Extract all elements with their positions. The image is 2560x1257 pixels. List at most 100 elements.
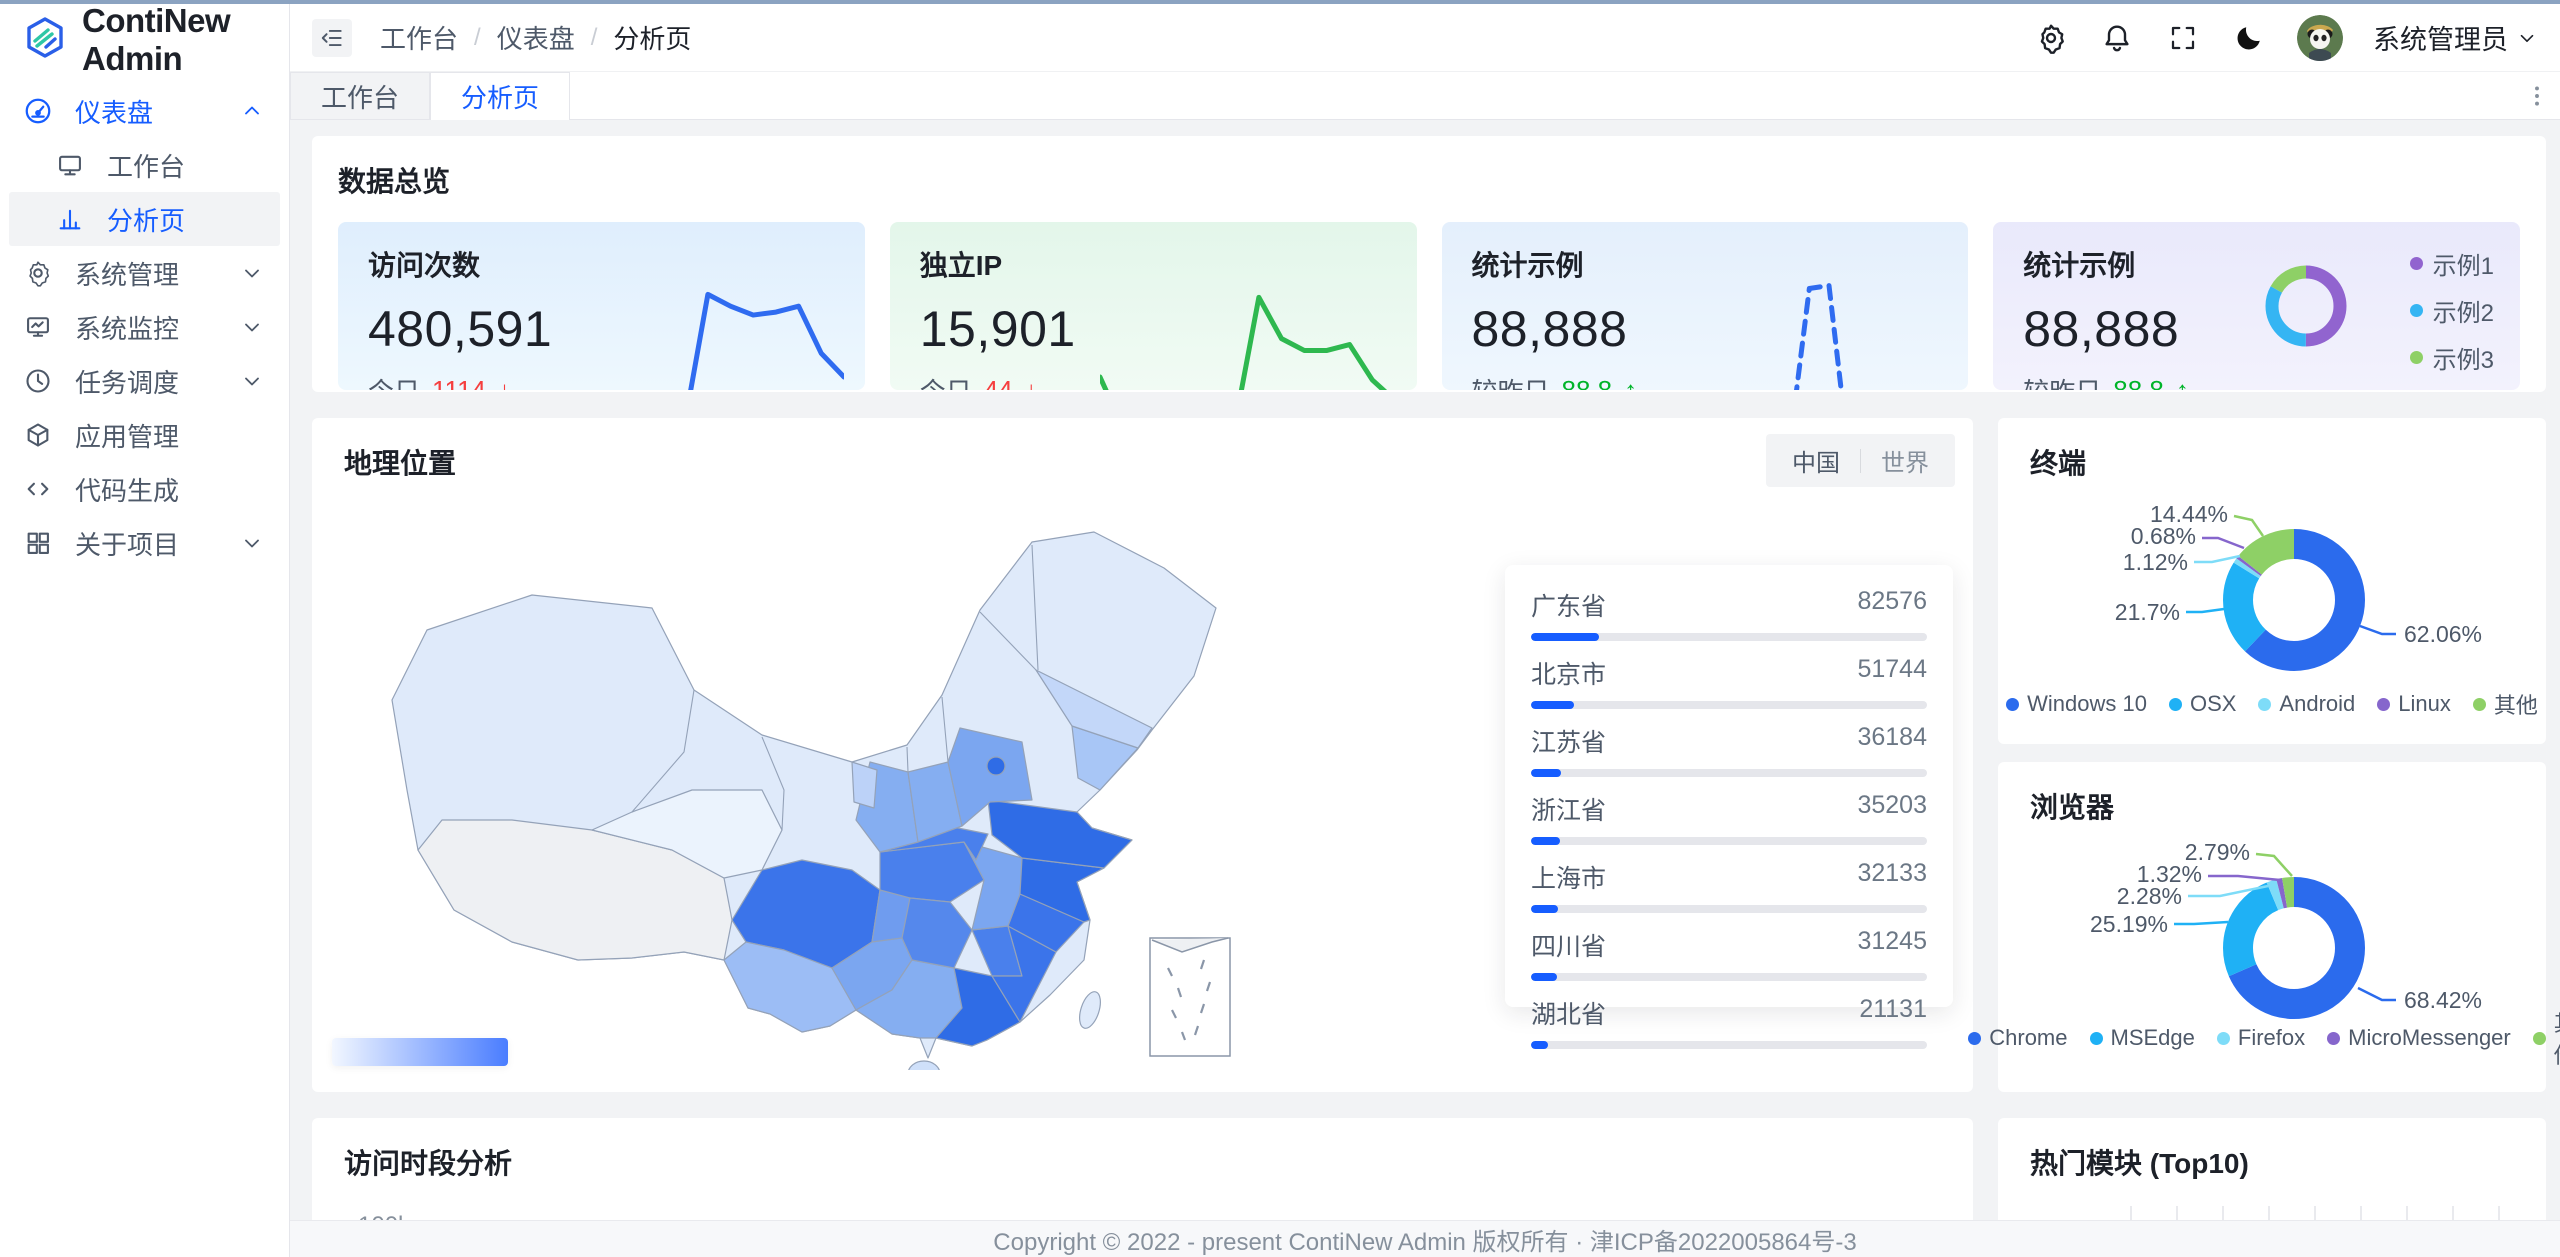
progress-bar xyxy=(1531,701,1574,709)
province-name: 浙江省 xyxy=(1531,797,1607,825)
hot-modules-bar-chart xyxy=(2130,1206,2516,1220)
stat-sub-label: 今日 xyxy=(920,372,972,390)
stat-sub-label: 较昨日 xyxy=(2023,372,2101,390)
province-value: 31245 xyxy=(1857,927,1927,955)
donut-percent-label: 25.19% xyxy=(2090,911,2168,937)
breadcrumb-separator: / xyxy=(474,23,481,51)
terminal-donut-chart: 62.06% 21.7% 1.12% 0.68% 14.44% xyxy=(2115,501,2482,671)
donut-percent-label: 0.68% xyxy=(2131,523,2196,549)
dark-mode-moon-icon[interactable] xyxy=(2231,20,2267,56)
list-item[interactable]: 广东省 82576 xyxy=(1531,577,1927,645)
section-title: 地理位置 xyxy=(344,448,457,479)
progress-bar xyxy=(1531,973,1557,981)
province-value: 36184 xyxy=(1857,723,1927,751)
legend-label: 其他 xyxy=(2554,1006,2560,1070)
stat-value: 480,591 xyxy=(368,301,553,357)
province-value: 21131 xyxy=(1859,995,1927,1023)
sidebar-item-task-schedule[interactable]: 任务调度 xyxy=(9,354,280,408)
toggle-world[interactable]: 世界 xyxy=(1881,450,1929,477)
window-top-strip xyxy=(0,0,2560,4)
legend-label: MSEdge xyxy=(2110,1025,2195,1050)
progress-bar xyxy=(1531,837,1560,845)
progress-bar xyxy=(1531,633,1600,641)
sidebar-menu: 仪表盘 工作台 分析页 系统管理 xyxy=(0,76,289,578)
sidebar-item-workbench[interactable]: 工作台 xyxy=(9,138,280,192)
terminal-card: 终端 62.06% 21.7% 1.12% 0.68% xyxy=(1998,418,2546,744)
app-logo[interactable]: ContiNew Admin xyxy=(0,2,289,77)
browser-legend: Chrome MSEdge Firefox MicroMessenger 其他 xyxy=(1968,1006,2560,1070)
donut-percent-label: 14.44% xyxy=(2150,501,2228,527)
sidebar-item-label: 代码生成 xyxy=(75,475,180,506)
legend-label: Chrome xyxy=(1989,1025,2068,1050)
chevron-down-icon xyxy=(240,531,264,555)
province-name: 湖北省 xyxy=(1531,1001,1607,1029)
list-item[interactable]: 浙江省 35203 xyxy=(1531,781,1927,849)
stat-title: 独立IP xyxy=(919,250,1003,281)
sidebar-item-analysis[interactable]: 分析页 xyxy=(9,192,280,246)
legend-label: 示例2 xyxy=(2432,300,2494,327)
section-title: 浏览器 xyxy=(2030,792,2115,823)
monitor-icon xyxy=(23,312,53,342)
donut-percent-label: 1.32% xyxy=(2137,861,2202,887)
stat-title: 统计示例 xyxy=(2023,250,2136,281)
legend-label: 其他 xyxy=(2493,693,2538,718)
list-item[interactable]: 北京市 51744 xyxy=(1531,645,1927,713)
legend-label: OSX xyxy=(2189,691,2237,716)
legend-label: 示例3 xyxy=(2432,347,2494,374)
list-item[interactable]: 上海市 32133 xyxy=(1531,849,1927,917)
sidebar-item-label: 系统管理 xyxy=(75,259,180,290)
donut-percent-label: 2.28% xyxy=(2117,883,2182,909)
stat-delta: 88.8 xyxy=(2113,375,2164,390)
sidebar-item-system-monitor[interactable]: 系统监控 xyxy=(9,300,280,354)
legend-label: Android xyxy=(2279,691,2356,716)
tab-analysis[interactable]: 分析页 xyxy=(430,72,571,120)
china-choropleth-map[interactable] xyxy=(332,490,1502,1070)
breadcrumb-item[interactable]: 仪表盘 xyxy=(496,24,575,54)
toggle-china[interactable]: 中国 xyxy=(1792,450,1840,477)
fullscreen-icon[interactable] xyxy=(2165,20,2201,56)
app-title: ContiNew Admin xyxy=(82,2,231,77)
province-value: 51744 xyxy=(1857,655,1927,683)
sidebar-collapse-button[interactable] xyxy=(312,18,352,57)
sidebar-item-app-management[interactable]: 应用管理 xyxy=(9,408,280,462)
ip-sparkline xyxy=(1100,259,1395,390)
stat-card-unique-ip: 独立IP 15,901 今日 44 ↓ xyxy=(889,222,1417,390)
sidebar-item-label: 应用管理 xyxy=(75,421,180,452)
breadcrumb-item-current: 分析页 xyxy=(613,24,692,54)
legend-dot xyxy=(2409,351,2423,364)
example-sparkline xyxy=(1652,259,1947,390)
visits-sparkline xyxy=(549,259,844,390)
list-item[interactable]: 江苏省 36184 xyxy=(1531,713,1927,781)
legend-label: 示例1 xyxy=(2432,253,2494,280)
user-menu[interactable]: 系统管理员 xyxy=(2373,18,2538,57)
list-item[interactable]: 四川省 31245 xyxy=(1531,917,1927,985)
section-title: 数据总览 xyxy=(338,166,451,197)
notification-bell-icon[interactable] xyxy=(2099,20,2135,56)
sidebar-item-code-generation[interactable]: 代码生成 xyxy=(9,462,280,516)
legend-label: Linux xyxy=(2398,691,2451,716)
breadcrumb-item[interactable]: 工作台 xyxy=(380,24,459,54)
stat-card-visits: 访问次数 480,591 今日 1114 ↓ xyxy=(338,222,865,390)
footer-copyright: Copyright © 2022 - present ContiNew Admi… xyxy=(290,1220,2560,1257)
tab-workbench[interactable]: 工作台 xyxy=(290,72,431,119)
trend-up-arrow-icon: ↑ xyxy=(2175,375,2189,390)
bar-category-label: 用户管理 xyxy=(2020,1220,2116,1221)
stat-title: 访问次数 xyxy=(368,250,481,281)
chevron-down-icon xyxy=(240,315,264,339)
page-content: 数据总览 访问次数 480,591 今日 1114 ↓ 独立IP xyxy=(290,120,2560,1220)
list-item[interactable]: 湖北省 21131 xyxy=(1531,985,1927,1053)
workbench-icon xyxy=(55,150,85,180)
sidebar-item-dashboard[interactable]: 仪表盘 xyxy=(9,84,280,138)
tab-more-icon[interactable] xyxy=(2524,72,2550,119)
south-china-sea-inset xyxy=(1149,937,1231,1057)
y-axis-tick: 100k xyxy=(358,1212,410,1220)
geo-location-card: 地理位置 中国 世界 xyxy=(312,418,1973,1092)
stat-value: 15,901 xyxy=(919,301,1076,357)
settings-icon[interactable] xyxy=(2033,20,2069,56)
legend-dot xyxy=(2409,304,2423,317)
sidebar-item-system-management[interactable]: 系统管理 xyxy=(9,246,280,300)
sidebar-item-about-project[interactable]: 关于项目 xyxy=(9,516,280,570)
user-avatar[interactable] xyxy=(2297,14,2343,61)
stat-delta: 88.8 xyxy=(1561,375,1613,390)
province-value: 32133 xyxy=(1857,859,1927,887)
